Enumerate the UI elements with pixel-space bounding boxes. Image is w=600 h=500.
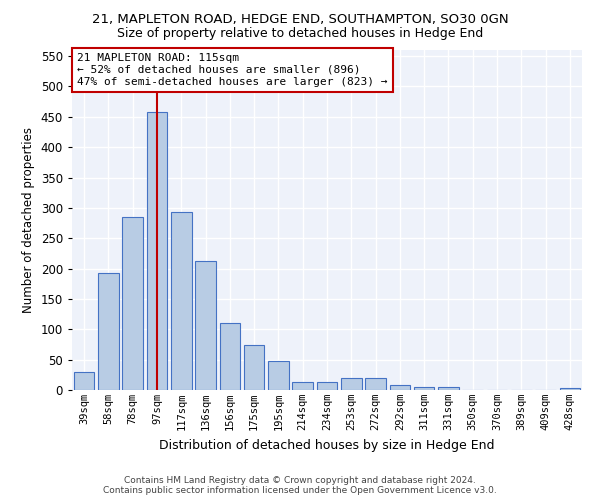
Bar [341,378,362,390]
X-axis label: Distribution of detached houses by size in Hedge End: Distribution of detached houses by size … [159,438,495,452]
Bar [292,382,313,390]
Bar [74,372,94,390]
Bar [195,260,216,390]
Bar [244,345,265,390]
Bar [146,112,167,390]
Text: Contains HM Land Registry data © Crown copyright and database right 2024.
Contai: Contains HM Land Registry data © Crown c… [103,476,497,495]
Bar [317,382,337,390]
Bar [560,388,580,390]
Bar [122,217,143,390]
Bar [414,387,434,390]
Text: 21 MAPLETON ROAD: 115sqm
← 52% of detached houses are smaller (896)
47% of semi-: 21 MAPLETON ROAD: 115sqm ← 52% of detach… [77,54,388,86]
Text: 21, MAPLETON ROAD, HEDGE END, SOUTHAMPTON, SO30 0GN: 21, MAPLETON ROAD, HEDGE END, SOUTHAMPTO… [92,12,508,26]
Bar [98,274,119,390]
Bar [268,361,289,390]
Bar [171,212,191,390]
Bar [365,378,386,390]
Text: Size of property relative to detached houses in Hedge End: Size of property relative to detached ho… [117,28,483,40]
Y-axis label: Number of detached properties: Number of detached properties [22,127,35,313]
Bar [438,387,459,390]
Bar [220,323,240,390]
Bar [389,385,410,390]
